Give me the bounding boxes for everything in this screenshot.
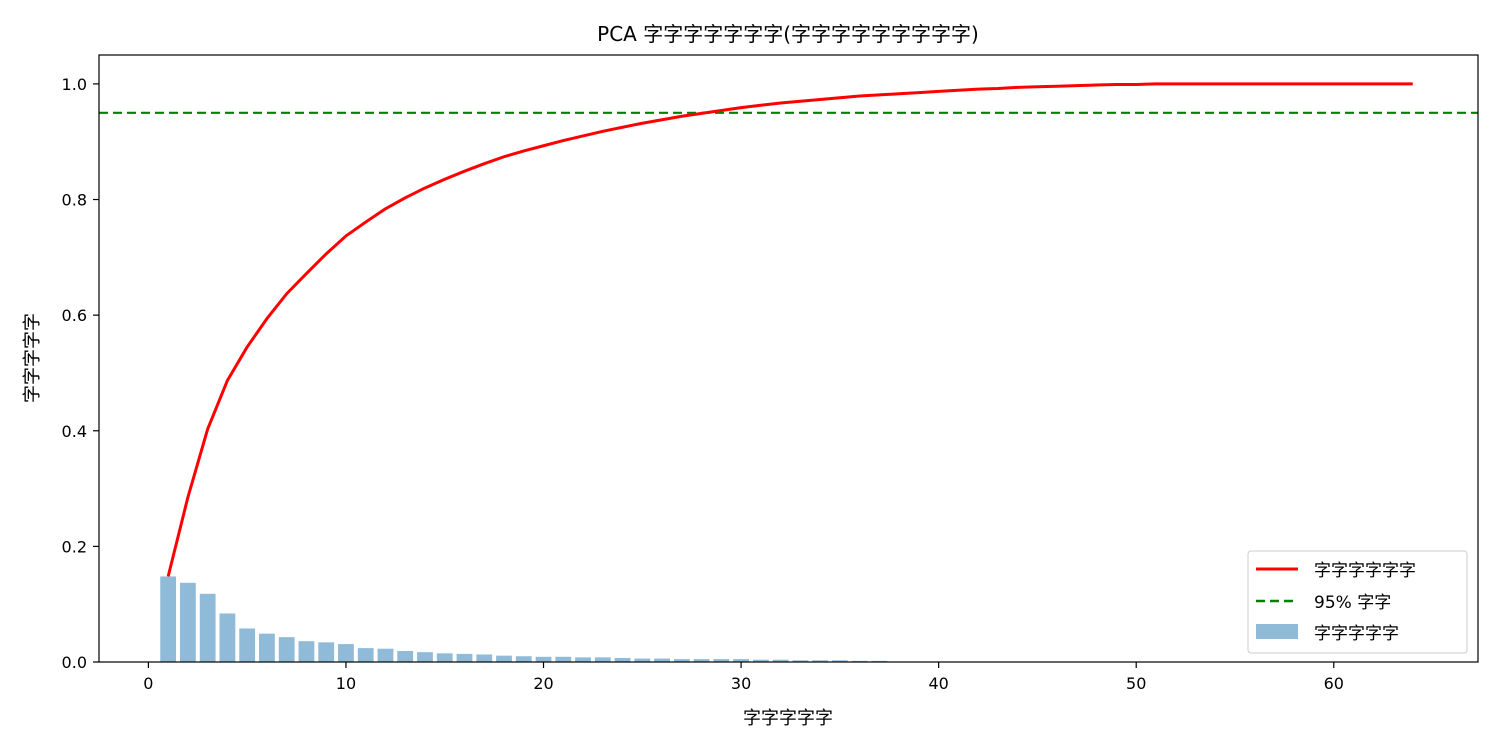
bar-pc-1 (160, 576, 177, 662)
bar-pc-33 (792, 660, 809, 662)
legend: 字字字字字字 95% 字字 字字字字字 (1247, 550, 1468, 654)
bar-pc-32 (772, 659, 789, 662)
x-tick-label: 50 (1126, 674, 1146, 693)
bar-pc-8 (298, 641, 315, 662)
bar-pc-6 (259, 633, 275, 662)
y-tick-label: 1.0 (62, 75, 87, 94)
x-tick-label: 0 (143, 674, 153, 693)
x-tick-label: 30 (731, 674, 751, 693)
bars-layer (160, 576, 888, 662)
bar-pc-34 (812, 660, 829, 662)
cumulative-variance-line (166, 82, 1413, 577)
bar-pc-30 (733, 659, 749, 662)
plot-frame (98, 54, 1479, 663)
x-tick-label: 20 (533, 674, 553, 693)
bar-pc-20 (535, 656, 552, 662)
bar-pc-7 (278, 637, 295, 662)
y-tick-label: 0.6 (62, 306, 87, 325)
bar-pc-23 (594, 657, 611, 662)
bar-pc-17 (476, 654, 493, 662)
x-axis-title: 字字字字字 (743, 708, 833, 729)
legend-box (1247, 550, 1468, 654)
legend-label-threshold: 95% 字字 (1314, 593, 1391, 613)
chart-title: PCA 字字字字字字字(字字字字字字字字字) (597, 22, 979, 46)
bar-pc-15 (436, 653, 453, 662)
bar-pc-24 (614, 657, 631, 662)
x-tick-label: 10 (336, 674, 356, 693)
bar-pc-22 (575, 657, 591, 662)
y-tick-label: 0.0 (62, 653, 87, 672)
y-tick-label: 0.8 (62, 191, 87, 210)
legend-label-bars: 字字字字字 (1314, 624, 1399, 644)
bar-pc-11 (357, 648, 374, 662)
bar-pc-25 (634, 658, 651, 662)
bar-pc-18 (496, 655, 512, 662)
bar-pc-35 (831, 660, 848, 662)
x-axis-ticks: 0 10 20 30 40 50 60 (143, 662, 1344, 693)
bar-pc-26 (654, 658, 670, 662)
bar-pc-12 (377, 648, 394, 662)
legend-bar-swatch (1256, 624, 1298, 639)
bar-pc-3 (199, 593, 216, 662)
legend-label-cumulative: 字字字字字字 (1314, 561, 1416, 581)
bar-pc-13 (397, 651, 414, 662)
bar-pc-10 (338, 644, 354, 662)
lines-layer (99, 82, 1478, 577)
bar-pc-19 (515, 656, 532, 662)
bar-pc-16 (456, 653, 473, 662)
bar-pc-2 (180, 582, 196, 662)
bar-pc-5 (239, 628, 256, 662)
bar-pc-9 (318, 642, 335, 662)
bar-pc-29 (713, 659, 730, 662)
bar-pc-4 (219, 613, 236, 662)
bar-pc-28 (693, 659, 710, 662)
y-axis-title: 字字字字字 (22, 313, 43, 403)
bar-pc-31 (752, 659, 769, 662)
bar-pc-14 (417, 652, 433, 662)
bar-pc-27 (673, 659, 690, 662)
bar-pc-21 (555, 656, 572, 662)
y-axis-ticks: 0.0 0.2 0.4 0.6 0.8 1.0 (62, 75, 99, 672)
y-tick-label: 0.2 (62, 537, 87, 556)
x-tick-label: 40 (928, 674, 948, 693)
y-tick-label: 0.4 (62, 422, 87, 441)
x-tick-label: 60 (1324, 674, 1344, 693)
